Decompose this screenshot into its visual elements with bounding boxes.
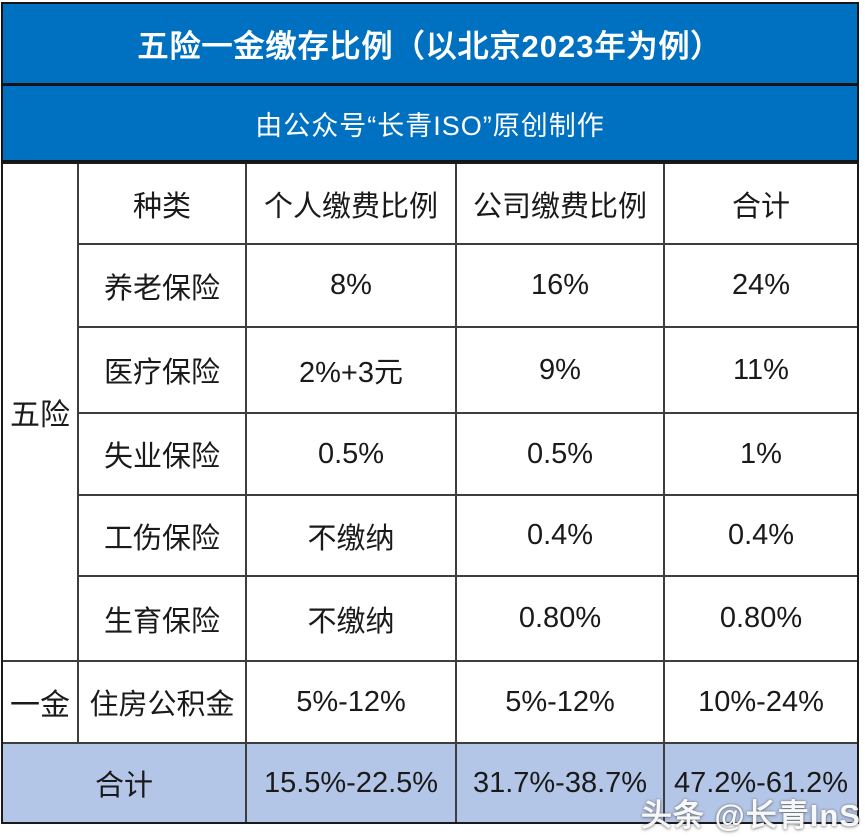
total-cell: 0.4%: [665, 496, 857, 575]
company-rate-cell: 0.80%: [457, 577, 663, 660]
title-bar: 五险一金缴存比例（以北京2023年为例）: [1, 2, 859, 86]
type-cell: 失业保险: [79, 414, 245, 494]
summary-total-cell: 47.2%-61.2%: [665, 744, 857, 822]
personal-rate-cell: 5%-12%: [247, 662, 455, 742]
infographic-canvas: 五险一金缴存比例（以北京2023年为例） 由公众号“长青ISO”原创制作 五险 …: [1, 2, 859, 824]
column-header-company-rate: 公司缴费比例: [457, 164, 663, 243]
summary-personal-cell: 15.5%-22.5%: [247, 744, 455, 822]
subtitle-bar: 由公众号“长青ISO”原创制作: [1, 86, 859, 162]
column-header-total: 合计: [665, 164, 857, 243]
column-header-type: 种类: [79, 164, 245, 243]
column-header-personal-rate: 个人缴费比例: [247, 164, 455, 243]
page-title: 五险一金缴存比例（以北京2023年为例）: [137, 29, 723, 64]
type-cell: 住房公积金: [79, 662, 245, 742]
company-rate-cell: 9%: [457, 328, 663, 412]
company-rate-cell: 5%-12%: [457, 662, 663, 742]
contribution-rate-table: 五险 种类 个人缴费比例 公司缴费比例 合计 养老保险 8% 16% 24% 医…: [1, 162, 859, 824]
total-cell: 24%: [665, 245, 857, 326]
type-cell: 养老保险: [79, 245, 245, 326]
type-cell: 医疗保险: [79, 328, 245, 412]
group-label-one-fund: 一金: [3, 662, 77, 742]
total-cell: 0.80%: [665, 577, 857, 660]
company-rate-cell: 0.4%: [457, 496, 663, 575]
personal-rate-cell: 不缴纳: [247, 577, 455, 660]
company-rate-cell: 0.5%: [457, 414, 663, 494]
personal-rate-cell: 8%: [247, 245, 455, 326]
company-rate-cell: 16%: [457, 245, 663, 326]
page-subtitle: 由公众号“长青ISO”原创制作: [255, 110, 605, 141]
total-cell: 1%: [665, 414, 857, 494]
group-label-five-insurances: 五险: [3, 164, 77, 660]
total-cell: 11%: [665, 328, 857, 412]
summary-company-cell: 31.7%-38.7%: [457, 744, 663, 822]
summary-label-cell: 合计: [3, 744, 245, 822]
personal-rate-cell: 2%+3元: [247, 328, 455, 412]
type-cell: 生育保险: [79, 577, 245, 660]
personal-rate-cell: 不缴纳: [247, 496, 455, 575]
total-cell: 10%-24%: [665, 662, 857, 742]
personal-rate-cell: 0.5%: [247, 414, 455, 494]
type-cell: 工伤保险: [79, 496, 245, 575]
